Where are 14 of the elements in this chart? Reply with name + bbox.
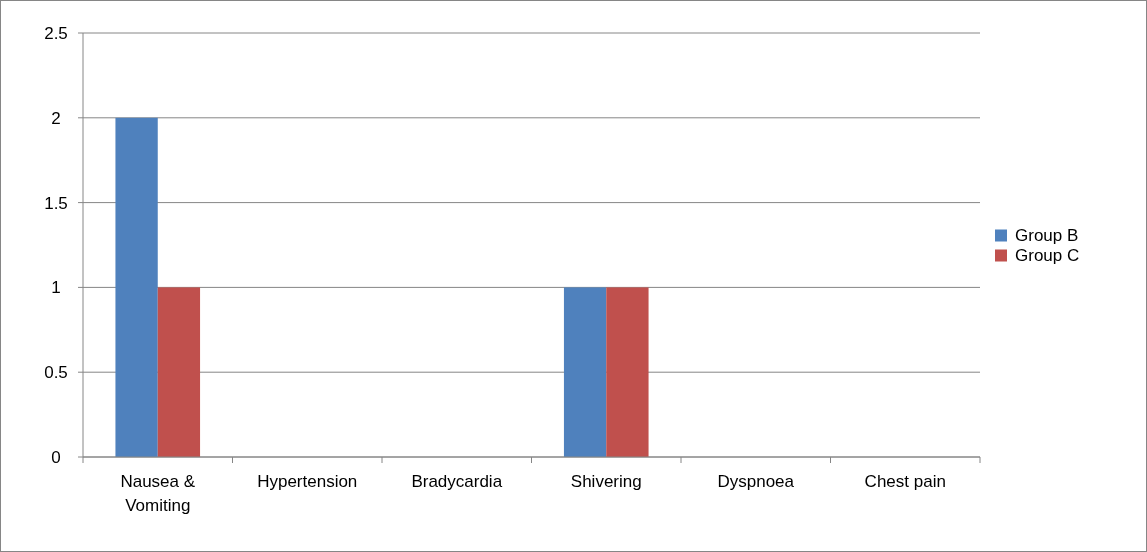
x-tick-label: Shivering (570, 472, 642, 491)
y-tick-label: 0 (51, 447, 61, 467)
x-tick-label: Nausea & Vomiting (120, 472, 196, 515)
x-tick-label: Chest pain (864, 472, 946, 491)
y-tick-label: 2.5 (44, 23, 68, 43)
y-tick-label: 0.5 (44, 363, 68, 383)
y-tick-label: 1 (51, 278, 61, 298)
x-tick-label: Bradycardia (411, 472, 503, 491)
y-tick-label: 2 (51, 108, 61, 128)
y-tick-label: 1.5 (44, 193, 68, 213)
legend-label: Group C (1015, 246, 1080, 266)
x-tick-label: Dyspnoea (717, 472, 795, 491)
x-tick-label: Hypertension (257, 472, 358, 491)
legend-label: Group B (1015, 226, 1079, 246)
